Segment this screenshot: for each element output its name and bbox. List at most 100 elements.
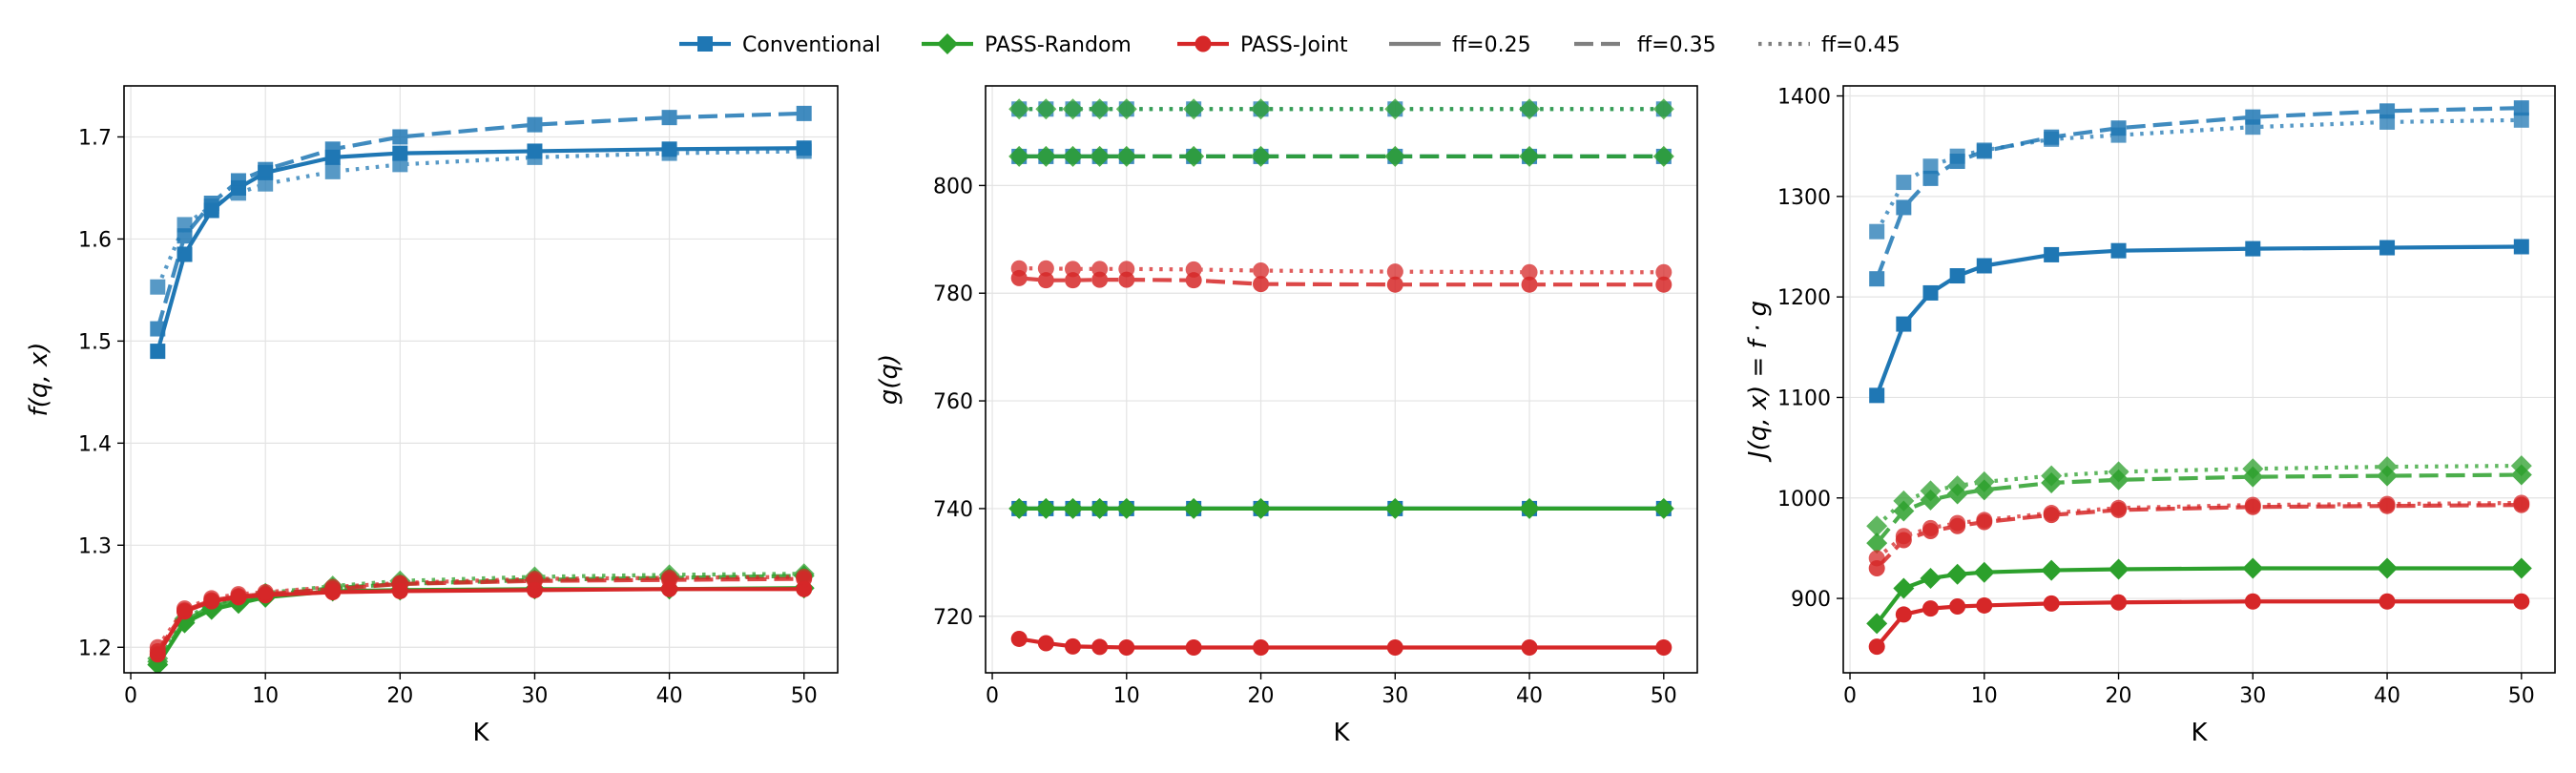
data-point: [324, 163, 341, 179]
data-point: [2043, 505, 2060, 522]
series-conventional-ff-0.35: [1869, 100, 2529, 287]
series-group: [1866, 100, 2532, 656]
data-point: [1519, 98, 1541, 120]
data-point: [661, 145, 677, 161]
x-tick-label: 30: [521, 684, 548, 708]
data-point: [149, 638, 166, 656]
y-tick-label: 720: [933, 606, 973, 630]
data-point: [1183, 98, 1205, 120]
series-pass-joint-ff-0.35: [1868, 496, 2530, 576]
y-tick-label: 1000: [1777, 488, 1831, 512]
data-point: [324, 141, 341, 157]
data-point: [1062, 98, 1084, 120]
data-point: [1652, 145, 1674, 167]
series-line: [1875, 500, 2522, 560]
data-point: [1008, 497, 1030, 519]
data-point: [1896, 175, 1912, 191]
y-tick-label: 1.5: [78, 330, 112, 354]
series-conventional-ff-0.45: [1869, 112, 2529, 240]
data-point: [1949, 597, 1966, 615]
data-point: [2513, 494, 2530, 512]
data-point: [1062, 145, 1084, 167]
data-point: [1008, 98, 1030, 120]
y-tick-label: 800: [933, 175, 973, 198]
data-point: [258, 161, 274, 178]
plot-frame: [1842, 85, 2556, 674]
data-point: [1384, 145, 1406, 167]
series-line: [1875, 117, 2522, 233]
data-point: [230, 173, 246, 189]
plot-frame: [985, 85, 1698, 674]
data-point: [1064, 261, 1081, 278]
data-point: [2110, 499, 2128, 516]
series-line: [1875, 244, 2522, 397]
data-point: [203, 590, 220, 607]
data-point: [1115, 145, 1137, 167]
plot-frame: [123, 85, 839, 674]
data-point: [1115, 497, 1137, 519]
data-point: [1064, 272, 1081, 289]
legend-label: PASS-Joint: [1240, 33, 1348, 57]
series-pass-joint-ff-0.25: [1010, 630, 1672, 656]
data-point: [2108, 558, 2129, 580]
data-point: [1976, 258, 1992, 274]
data-point: [1091, 638, 1109, 656]
data-point: [1655, 638, 1672, 656]
data-point: [1386, 638, 1403, 656]
x-tick-label: 10: [252, 684, 279, 708]
data-point: [392, 157, 408, 173]
series-line: [1018, 637, 1664, 650]
series-line: [1875, 106, 2522, 280]
data-point: [257, 584, 274, 601]
data-point: [1250, 98, 1272, 120]
series-line: [1019, 276, 1664, 287]
chart-panel-3: 0 10 20 30 40 50 900 1000 1100 1200 1300 1400 K J(q, …: [1744, 85, 2556, 747]
y-axis-label: g(q): [875, 354, 904, 405]
data-point: [796, 568, 813, 585]
series-pass-random-ff-0.35: [1008, 145, 1674, 167]
series-conventional-ff-0.35: [150, 105, 812, 337]
x-tick-label: 30: [1381, 684, 1408, 708]
data-point: [150, 344, 166, 360]
data-point: [1893, 490, 1915, 512]
data-point: [1976, 596, 1993, 614]
data-point: [1118, 261, 1135, 278]
series-conventional-ff-0.25: [150, 140, 812, 360]
data-point: [1949, 148, 1965, 164]
data-point: [391, 575, 408, 592]
data-point: [2513, 593, 2530, 610]
series-line: [156, 572, 804, 660]
data-point: [2110, 242, 2127, 259]
series-conventional-ff-0.25: [1869, 239, 2529, 404]
data-point: [1519, 145, 1541, 167]
data-point: [2379, 495, 2396, 512]
data-point: [2379, 114, 2396, 130]
x-tick-label: 50: [1651, 684, 1677, 708]
data-point: [2513, 112, 2529, 128]
data-point: [1869, 271, 1885, 287]
data-point: [1866, 613, 1888, 635]
data-point: [1920, 480, 1942, 502]
data-point: [1037, 260, 1054, 277]
legend-item-ff-0-35: ff=0.35: [1574, 33, 1716, 57]
grid: [986, 86, 1697, 673]
y-tick-label: 1200: [1777, 286, 1831, 310]
data-point: [1869, 223, 1885, 240]
data-point: [1037, 272, 1054, 289]
y-tick-label: 1.3: [78, 534, 112, 558]
data-point: [1973, 470, 1995, 492]
data-point: [1008, 145, 1030, 167]
x-tick-label: 40: [1516, 684, 1543, 708]
data-point: [2242, 458, 2264, 480]
chart-panel-2: 0 10 20 30 40 50 720 740 760 780 800 Kg(q): [875, 85, 1698, 747]
x-tick-label: 50: [2508, 684, 2535, 708]
legend-label: ff=0.45: [1821, 33, 1901, 57]
y-tick-label: 900: [1791, 588, 1831, 612]
y-tick-label: 1400: [1777, 86, 1831, 110]
x-tick-label: 50: [791, 684, 818, 708]
series-line: [1019, 266, 1664, 275]
legend-label: Conventional: [742, 33, 881, 57]
data-point: [1655, 263, 1672, 281]
data-point: [177, 600, 194, 617]
